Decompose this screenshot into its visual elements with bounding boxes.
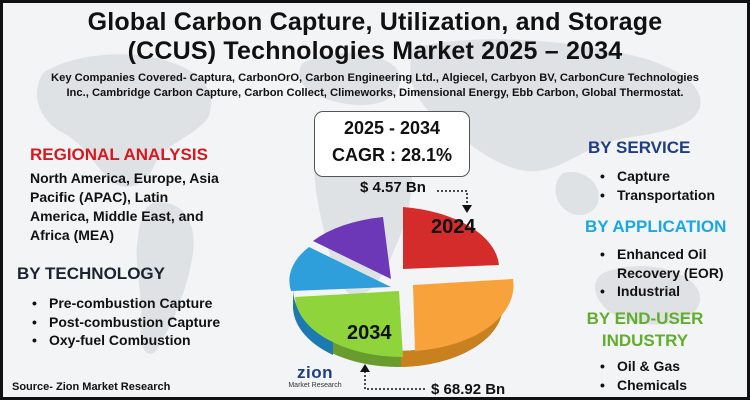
logo-wordmark: zion — [297, 363, 333, 382]
logo-tagline: Market Research — [288, 382, 342, 389]
list-item: Oil & Gas — [595, 357, 687, 376]
pie-label-2024: 2024 — [431, 216, 476, 238]
key-companies-line-2: Inc., Cambridge Carbon Capture, Carbon C… — [66, 87, 684, 99]
regional-line: Africa (MEA) — [30, 227, 115, 243]
value-start: $ 4.57 Bn — [360, 179, 426, 196]
cagr-value: CAGR : 28.1% — [331, 145, 453, 165]
pie-slice-red — [403, 207, 499, 269]
value-end: $ 68.92 Bn — [431, 381, 506, 398]
regional-line: America, Middle East, and — [30, 208, 204, 224]
technology-heading: BY TECHNOLOGY — [17, 264, 165, 283]
arrow-line — [364, 367, 427, 390]
regional-line: Pacific (APAC), Latin — [30, 189, 169, 205]
end-user-heading: BY END-USER INDUSTRY — [585, 308, 705, 352]
page-title-line-1: Global Carbon Capture, Utilization, and … — [87, 8, 663, 36]
pie-depth-blue — [292, 289, 333, 355]
arrow-head-icon — [360, 364, 370, 372]
market-pie-graphic: 2024 2034 — [289, 207, 514, 367]
pie-slice-green — [295, 291, 403, 357]
pie-label-2034: 2034 — [347, 322, 392, 344]
list-item: Transportation — [595, 186, 715, 205]
source-note: Source- Zion Market Research — [12, 381, 171, 393]
regional-analysis-text: North America, Europe, Asia Pacific (APA… — [30, 169, 219, 245]
zion-logo: zion Market Research — [285, 363, 345, 390]
key-companies-line-1: Key Companies Covered- Captura, CarbonOr… — [51, 72, 699, 84]
regional-line: North America, Europe, Asia — [30, 170, 219, 186]
service-list: Capture Transportation — [595, 167, 715, 204]
application-item-line: Recovery (EOR) — [617, 264, 724, 281]
arrow-start — [437, 190, 472, 213]
application-heading: BY APPLICATION — [585, 217, 727, 236]
end-user-heading-line: INDUSTRY — [601, 331, 689, 350]
end-user-heading-line: BY END-USER — [586, 309, 704, 328]
end-user-list: Oil & Gas Chemicals — [595, 357, 687, 394]
pie-slice-purple — [313, 217, 391, 279]
regional-analysis-heading: REGIONAL ANALYSIS — [30, 145, 208, 164]
list-item: Pre-combustion Capture — [27, 294, 220, 313]
list-item: Chemicals — [595, 376, 687, 395]
technology-list: Pre-combustion Capture Post-combustion C… — [27, 294, 220, 350]
arrow-head-icon — [462, 205, 472, 213]
list-item: Enhanced Oil Recovery (EOR) — [595, 245, 724, 282]
pie-slice-orange — [413, 279, 514, 351]
page-title-line-2: (CCUS) Technologies Market 2025 – 2034 — [127, 37, 623, 65]
forecast-period: 2025 - 2034 — [343, 118, 441, 138]
application-list: Enhanced Oil Recovery (EOR) Industrial — [595, 245, 724, 301]
arrow-end — [360, 364, 427, 390]
pie-slice-blue — [289, 247, 391, 291]
arrow-line — [437, 190, 468, 209]
service-heading: BY SERVICE — [588, 138, 691, 157]
cagr-box: 2025 - 2034 CAGR : 28.1% — [314, 111, 470, 177]
list-item: Industrial — [595, 282, 724, 301]
list-item: Post-combustion Capture — [27, 313, 220, 332]
list-item: Capture — [595, 167, 715, 186]
list-item: Oxy-fuel Combustion — [27, 331, 220, 350]
application-item-line: Enhanced Oil — [617, 246, 707, 262]
